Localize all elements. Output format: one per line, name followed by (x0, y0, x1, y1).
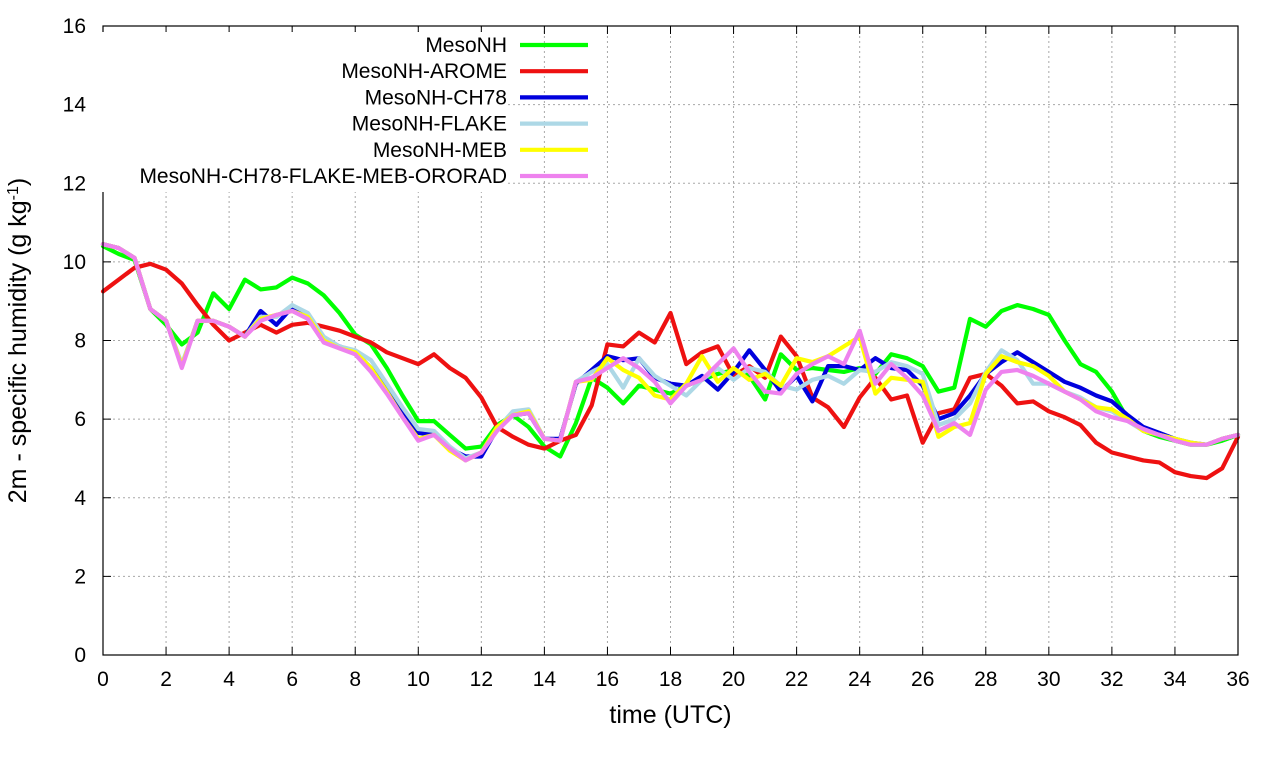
legend-label: MesoNH-AROME (341, 60, 507, 83)
y-tick-label: 16 (63, 15, 86, 38)
x-tick-label: 16 (596, 668, 619, 691)
x-tick-label: 30 (1037, 668, 1060, 691)
series-lines (100, 242, 1241, 481)
legend-background (86, 32, 506, 192)
y-axis-title-close: ) (4, 178, 32, 186)
legend-label: MesoNH-MEB (373, 139, 507, 162)
y-tick-label: 12 (63, 172, 86, 195)
x-tick-label: 22 (785, 668, 808, 691)
legend-label: MesoNH (425, 34, 507, 57)
legend-label: MesoNH-CH78 (365, 86, 507, 109)
y-tick-label: 2 (74, 565, 86, 588)
y-axis-title-base: 2m - specific humidity (g kg (4, 200, 32, 503)
y-tick-label: 14 (63, 94, 87, 117)
series-line-mesonh (100, 244, 1241, 459)
legend: MesoNH MesoNH-AROME MesoNH-CH78 MesoNH-FLAK… (86, 32, 588, 192)
x-tick-label: 8 (349, 668, 361, 691)
x-tick-label: 10 (407, 668, 430, 691)
y-axis-title: 2m - specific humidity (g kg-1) (4, 178, 32, 503)
x-tick-label: 32 (1100, 668, 1123, 691)
x-tick-label: 4 (223, 668, 235, 691)
x-tick-label: 36 (1226, 668, 1249, 691)
x-axis-title: time (UTC) (609, 701, 731, 729)
y-tick-label: 8 (74, 330, 86, 353)
axis-ticks: 0 2 4 6 8 10 12 14 16 18 20 22 24 26 28 30 32 34 360246810… (63, 15, 1250, 691)
x-tick-label: 28 (974, 668, 997, 691)
x-tick-label: 24 (848, 668, 872, 691)
x-tick-label: 26 (911, 668, 934, 691)
y-tick-label: 6 (74, 408, 86, 431)
x-tick-label: 20 (722, 668, 745, 691)
x-tick-label: 34 (1163, 668, 1187, 691)
x-tick-label: 12 (470, 668, 493, 691)
series-line-mesonh-ch78-flake-meb-ororad (100, 242, 1241, 463)
grid (103, 26, 1238, 655)
y-tick-label: 10 (63, 251, 86, 274)
legend-label: MesoNH-FLAKE (352, 113, 507, 136)
series-line-mesonh-arome (100, 261, 1241, 481)
x-tick-label: 0 (97, 668, 109, 691)
y-axis-title-exponent: -1 (5, 186, 22, 200)
x-tick-label: 2 (160, 668, 172, 691)
x-tick-label: 14 (533, 668, 557, 691)
x-tick-label: 18 (659, 668, 682, 691)
legend-label: MesoNH-CH78-FLAKE-MEB-ORORAD (139, 165, 507, 188)
y-tick-label: 4 (74, 487, 86, 510)
y-tick-label: 0 (74, 644, 86, 667)
x-tick-label: 6 (286, 668, 298, 691)
